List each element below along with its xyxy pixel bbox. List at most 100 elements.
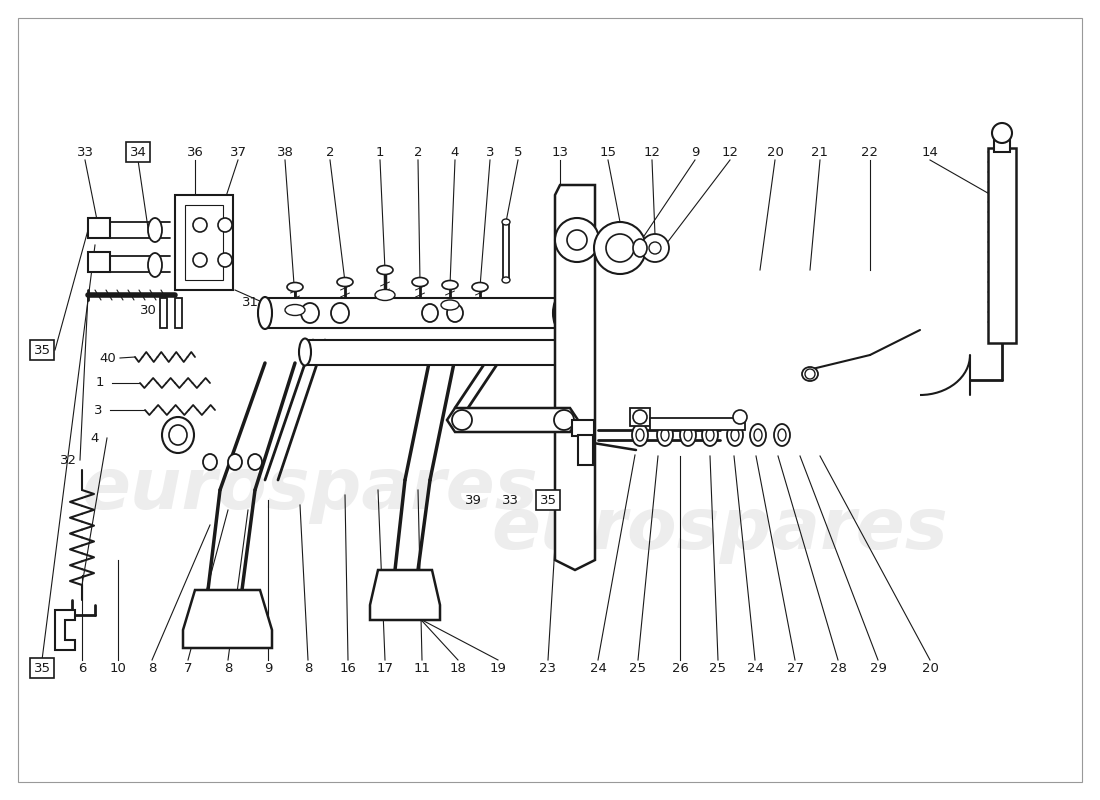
Polygon shape [55,610,75,650]
Ellipse shape [661,429,669,441]
Ellipse shape [727,424,742,446]
Ellipse shape [204,454,217,470]
Text: 4: 4 [91,431,99,445]
Text: 1: 1 [96,377,104,390]
Ellipse shape [442,281,458,290]
Ellipse shape [732,429,739,441]
Polygon shape [183,590,272,648]
Circle shape [566,230,587,250]
Text: 20: 20 [922,662,938,674]
Text: 31: 31 [242,295,258,309]
Bar [572,420,594,436]
Text: 14: 14 [922,146,938,158]
Ellipse shape [375,290,395,301]
Ellipse shape [162,417,194,453]
Ellipse shape [148,218,162,242]
Ellipse shape [750,424,766,446]
Text: 35: 35 [33,662,51,674]
Text: 8: 8 [223,662,232,674]
Text: 18: 18 [450,662,466,674]
Ellipse shape [447,304,463,322]
Circle shape [733,410,747,424]
Bar [650,418,745,430]
Text: 7: 7 [184,662,192,674]
Ellipse shape [169,425,187,445]
Polygon shape [556,185,595,570]
Text: 40: 40 [100,351,117,365]
Bar [175,195,233,290]
Text: eurospares: eurospares [81,455,538,525]
Text: 15: 15 [600,146,616,158]
Text: 25: 25 [629,662,647,674]
Text: eurospares: eurospares [492,495,948,565]
Text: 30: 30 [140,303,156,317]
Text: 12: 12 [722,146,738,158]
Bar [556,308,578,328]
Bar [305,340,570,365]
Text: 33: 33 [502,494,518,506]
Circle shape [594,222,646,274]
Circle shape [192,253,207,267]
Ellipse shape [657,424,673,446]
Text: 37: 37 [230,146,246,158]
Ellipse shape [287,282,303,291]
Ellipse shape [553,297,566,329]
Bar [503,222,509,280]
Ellipse shape [422,304,438,322]
Text: 24: 24 [747,662,763,674]
Text: 16: 16 [340,662,356,674]
Ellipse shape [680,424,696,446]
Text: 34: 34 [130,146,146,158]
Polygon shape [447,408,578,432]
Text: 6: 6 [78,662,86,674]
Ellipse shape [301,303,319,323]
Text: 26: 26 [672,662,689,674]
Ellipse shape [412,278,428,286]
Text: 28: 28 [829,662,846,674]
Bar [175,298,182,328]
Ellipse shape [706,429,714,441]
Ellipse shape [502,277,510,283]
Text: 21: 21 [812,146,828,158]
Text: 36: 36 [187,146,204,158]
Bar [630,408,650,426]
Text: 9: 9 [691,146,700,158]
Circle shape [560,312,572,324]
Ellipse shape [632,239,647,257]
Text: 23: 23 [539,662,557,674]
Ellipse shape [248,454,262,470]
Circle shape [641,234,669,262]
Circle shape [556,218,600,262]
Ellipse shape [778,429,786,441]
Bar [88,218,110,238]
Ellipse shape [502,219,510,225]
Ellipse shape [472,282,488,291]
Bar [988,148,1016,343]
Text: 8: 8 [147,662,156,674]
Ellipse shape [684,429,692,441]
Ellipse shape [258,297,272,329]
Text: 32: 32 [59,454,77,466]
Bar [578,435,593,465]
Ellipse shape [632,424,648,446]
Ellipse shape [299,338,311,366]
Bar [994,138,1010,152]
Circle shape [649,242,661,254]
Text: 19: 19 [490,662,506,674]
Ellipse shape [377,266,393,274]
Circle shape [192,218,207,232]
Text: 13: 13 [551,146,569,158]
Ellipse shape [331,303,349,323]
Text: 35: 35 [33,343,51,357]
Ellipse shape [774,424,790,446]
Bar [185,205,223,280]
Ellipse shape [754,429,762,441]
Bar [265,298,560,328]
Text: 38: 38 [276,146,294,158]
Text: 35: 35 [539,494,557,506]
Text: 25: 25 [710,662,726,674]
Ellipse shape [636,429,644,441]
Text: 8: 8 [304,662,312,674]
Text: 11: 11 [414,662,430,674]
Circle shape [554,410,574,430]
